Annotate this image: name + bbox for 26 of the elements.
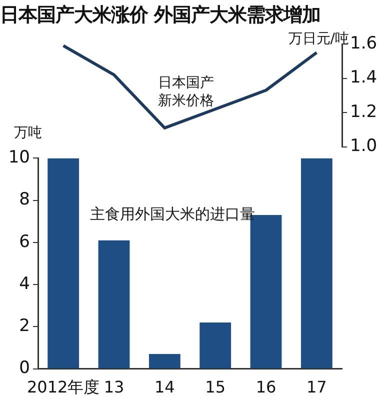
y-axis-title: 万日元/吨: [288, 30, 349, 48]
y-tick-label: 2: [19, 316, 30, 336]
y-tick-label: 8: [19, 190, 30, 210]
y-tick-label: 6: [19, 232, 30, 252]
x-tick-label: 15: [205, 378, 226, 397]
bar: [98, 240, 130, 368]
bar: [200, 322, 232, 368]
series-label: 主食用外国大米的进口量: [90, 205, 255, 224]
series-label: 日本国产新米价格: [158, 74, 215, 110]
y-tick-label: 10: [8, 148, 30, 168]
y-tick-label: 0: [19, 358, 30, 378]
x-tick-label: 13: [104, 378, 124, 397]
x-tick-label: 2012年度: [26, 378, 100, 397]
x-tick-label: 14: [154, 378, 175, 397]
y-axis-title: 万吨: [14, 124, 42, 142]
y-tick-label: 4: [19, 274, 30, 294]
chart-title: 日本国产大米涨价 外国产大米需求增加: [0, 3, 322, 28]
x-tick-label: 17: [306, 378, 327, 397]
x-tick-label: 16: [256, 378, 276, 397]
y-tick-label: 1.2: [350, 102, 378, 122]
bar: [48, 158, 80, 368]
bar: [148, 354, 180, 368]
bar: [300, 158, 332, 368]
y-tick-label: 1.4: [350, 68, 378, 88]
y-tick-label: 1.0: [350, 136, 378, 156]
y-tick-label: 1.6: [350, 33, 378, 54]
